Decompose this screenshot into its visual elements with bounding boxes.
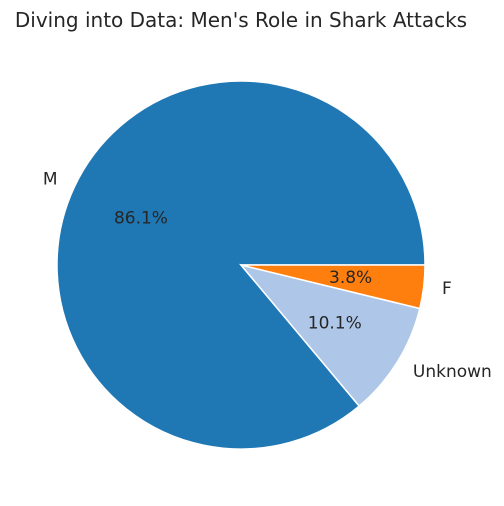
slice-label-unknown: Unknown <box>413 362 492 382</box>
slice-label-m: M <box>43 169 58 189</box>
slice-label-f: F <box>442 279 452 299</box>
pie-slices <box>56 80 426 450</box>
pct-label-unknown: 10.1% <box>308 313 362 333</box>
pct-label-f: 3.8% <box>329 268 372 288</box>
pie-labels: M 86.1% Unknown 10.1% F 3.8% <box>43 169 492 381</box>
pie-slice-unknown <box>238 263 421 408</box>
pie-slice-f <box>240 264 426 310</box>
chart-title: Diving into Data: Men's Role in Shark At… <box>14 8 468 32</box>
pct-label-m: 86.1% <box>114 208 168 228</box>
